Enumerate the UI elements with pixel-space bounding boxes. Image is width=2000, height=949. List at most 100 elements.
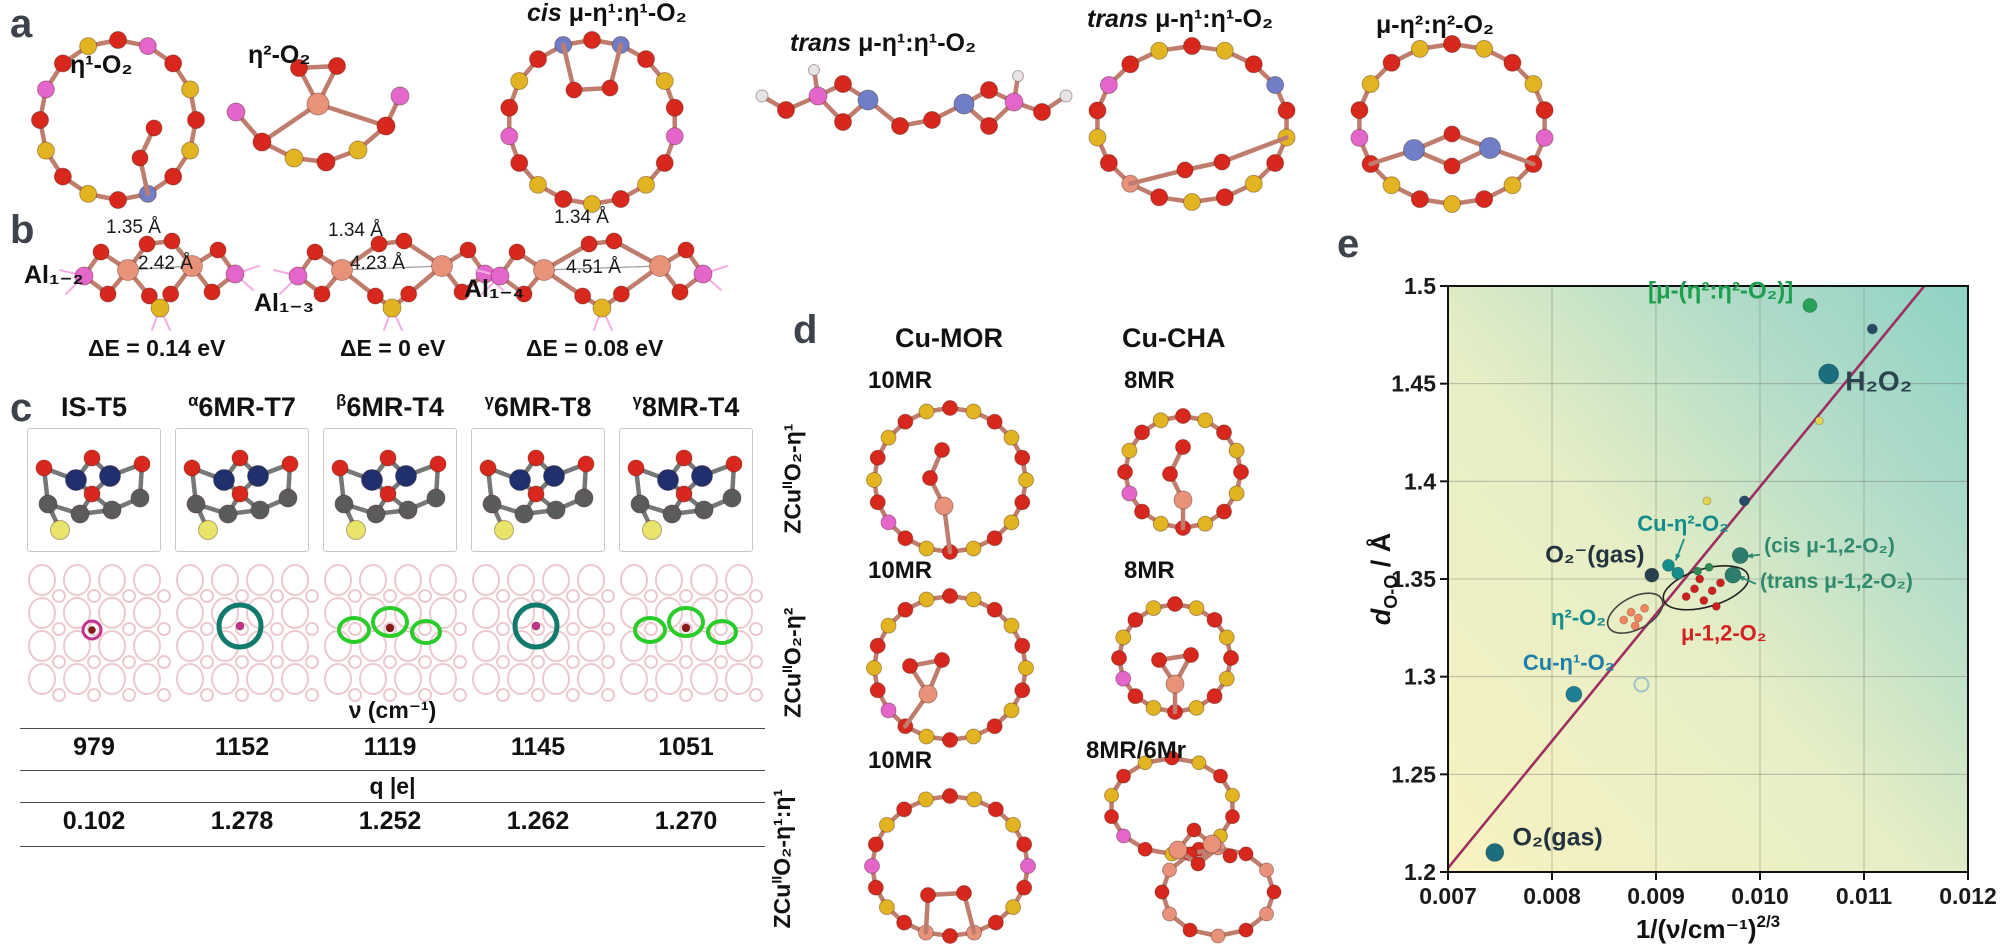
panel-e-chart: 0.007 0.008 0.009 0.010 0.011 0.012 1.2 1.25 1.3…	[1365, 273, 1997, 944]
y-tick-label: 1.5	[1404, 273, 1436, 299]
molecule-trans-linear	[755, 64, 1073, 135]
c-q-value-4: 1.270	[654, 807, 718, 835]
c-q-value-3: 1.262	[506, 807, 570, 835]
c-framework-3	[472, 564, 615, 702]
chart-annotation: O₂⁻(gas)	[1545, 541, 1644, 568]
d-ring-label-r1-cha: 8MR	[1124, 367, 1175, 394]
y-tick-label: 1.4	[1404, 468, 1436, 494]
d-ring-label-r1-mor: 10MR	[868, 367, 933, 394]
chart-annotation: Cu-η²-O₂	[1637, 511, 1729, 536]
b1-metal-distance: 2.42 Å	[138, 253, 193, 274]
b3-energy-label: ΔE = 0.08 eV	[526, 335, 664, 361]
d-col-header-cha: Cu-CHA	[1122, 323, 1226, 353]
structure-label-main: μ-η¹:η¹-O₂	[1155, 5, 1274, 33]
molecule-mu-eta2-eta2-O2	[1350, 35, 1554, 213]
d-row-sup: II	[779, 481, 796, 489]
molecule-al-1-2	[59, 232, 260, 331]
d-cha-eta1-eta1	[1104, 750, 1282, 944]
b1-site-label: Al₁₋₂	[24, 261, 84, 289]
structure-label-prefix: trans	[1087, 5, 1156, 33]
b2-oo-distance: 1.34 Å	[328, 220, 383, 241]
structure-label-main: η²-O₂	[248, 41, 311, 69]
b1-energy-label: ΔE = 0.14 eV	[88, 335, 226, 361]
structure-label-trans-mu-linear: trans μ-η¹:η¹-O₂	[790, 29, 976, 58]
c-q-value-0: 0.102	[62, 807, 126, 835]
y-tick-label: 1.2	[1404, 859, 1436, 885]
c-col-header-0: IS-T5	[20, 392, 168, 423]
c-cluster-box-1	[175, 428, 309, 552]
d-row-pre: ZCu	[779, 672, 806, 718]
y-tick-label: 1.45	[1391, 371, 1436, 397]
d-col-header-mor: Cu-MOR	[895, 323, 1003, 353]
data-point-mu-12-O2	[1716, 578, 1725, 588]
c-rule-1	[20, 728, 765, 729]
b2-site-label: Al₁₋₃	[254, 289, 315, 317]
y-tick-label: 1.25	[1391, 761, 1436, 787]
c-framework-4	[620, 564, 763, 702]
annotation-arrowhead	[1675, 553, 1681, 561]
data-point-mu-eta2eta2-O2	[1802, 298, 1818, 313]
d-row-post: O₂-η¹	[779, 423, 806, 482]
data-point-misc-navy	[1738, 495, 1750, 507]
c-q-value-1: 1.278	[210, 807, 274, 835]
c-nu-header: ν (cm⁻¹)	[348, 697, 437, 723]
x-tick-label: 0.010	[1731, 883, 1789, 909]
c-q-value-2: 1.252	[358, 807, 422, 835]
b3-metal-distance: 4.51 Å	[566, 257, 621, 278]
c-col-main: 6MR-T4	[346, 392, 444, 422]
structure-label-mu-eta2-eta2: μ-η²:η²-O₂	[1376, 11, 1494, 40]
d-ring-label-r3-mor: 10MR	[868, 747, 933, 774]
data-point-eta2-O2-cluster	[1633, 613, 1643, 623]
data-point-Cu-eta2-O2	[1662, 558, 1675, 572]
c-col-header-4: γ8MR-T4	[612, 391, 760, 423]
cluster-outline	[1606, 592, 1664, 634]
d-row-post: O₂-η²	[779, 607, 806, 666]
c-col-header-2: β6MR-T4	[316, 391, 464, 423]
d-cha-eta2	[1111, 596, 1239, 720]
b1-oo-distance: 1.35 Å	[106, 217, 161, 238]
y-tick-label: 1.35	[1391, 566, 1436, 592]
structure-label-eta2-o2: η²-O₂	[248, 41, 311, 70]
x-tick-label: 0.011	[1836, 883, 1892, 909]
data-point-H2O2	[1818, 363, 1840, 385]
molecule-cis-mu-eta1-eta1-O2	[500, 31, 684, 213]
c-framework-2	[324, 564, 467, 702]
d-ring-label-r2-mor: 10MR	[868, 557, 933, 584]
d-mor-eta2	[866, 588, 1034, 748]
x-tick-label: 0.012	[1939, 883, 1997, 909]
data-point-misc-yellow	[1702, 496, 1712, 506]
panel-a-label: a	[10, 2, 33, 46]
data-point-mu-12-O2	[1707, 586, 1717, 596]
structure-label-eta1-o2: η¹-O₂	[70, 51, 132, 80]
chart-annotation: η²-O₂	[1551, 605, 1606, 630]
data-point-mu-12-O2	[1711, 601, 1721, 611]
c-col-sup: α	[188, 391, 199, 410]
d-row-post: O₂-η¹:η¹	[769, 788, 796, 876]
structure-label-prefix: cis	[527, 0, 569, 27]
b3-site-label: Al₁₋₄	[464, 275, 525, 303]
structure-label-prefix: trans	[790, 29, 859, 57]
data-point-Cu-eta1-O2	[1565, 685, 1583, 703]
data-point-trans-mu12	[1724, 566, 1742, 584]
c-cluster-box-0	[27, 428, 161, 552]
molecule-eta2-O2	[226, 57, 410, 172]
d-row-pre: ZCu	[779, 488, 806, 534]
d-ring-label-r2-cha: 8MR	[1124, 557, 1175, 584]
data-point-cis-mu12	[1731, 547, 1749, 564]
panel-d-label: d	[793, 308, 818, 352]
c-q-header: q |e|	[369, 773, 416, 799]
chart-annotation: H₂O₂	[1845, 366, 1912, 397]
y-tick-label: 1.3	[1404, 664, 1436, 690]
d-mor-eta1	[866, 400, 1034, 560]
c-col-sup: β	[336, 391, 347, 410]
d-row-label-eta2: ZCuIIO₂-η²	[779, 607, 806, 718]
chart-annotation: (cis μ-1,2-O₂)	[1764, 535, 1895, 558]
c-nu-value-3: 1145	[510, 733, 566, 761]
data-point-misc-green-small	[1693, 566, 1703, 576]
d-row-pre: ZCu	[769, 883, 796, 929]
panel-c-label: c	[10, 386, 33, 430]
data-point-mu-12-O2	[1690, 584, 1699, 594]
structure-label-trans-mu-ring: trans μ-η¹:η¹-O₂	[1087, 5, 1274, 34]
panel-e-label: e	[1337, 222, 1360, 266]
